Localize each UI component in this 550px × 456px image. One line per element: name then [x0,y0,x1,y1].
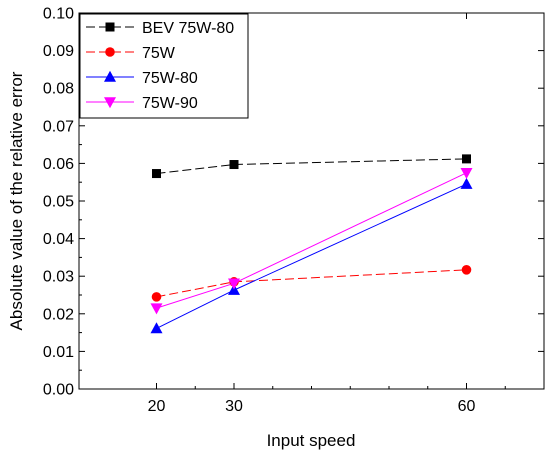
data-point [151,292,162,302]
y-tick-label: 0.04 [43,231,74,248]
y-tick-label: 0.07 [43,118,74,135]
y-tick-label: 0.01 [43,344,74,361]
series-75w [151,265,472,302]
data-point [150,322,163,334]
data-point [152,169,161,179]
y-tick-label: 0.08 [43,81,74,98]
y-tick-label: 0.06 [43,156,74,173]
y-tick-label: 0.02 [43,306,74,323]
legend: BEV 75W-80 75W 75W-80 75W-90 [79,13,249,119]
legend-entry-75w: 75W [86,45,176,62]
data-point [228,278,240,290]
data-point [229,160,239,170]
data-point [460,168,473,179]
axes-layer: 0.00 0.01 0.02 0.03 0.04 0.05 0.06 0.07 0.08 0.09… [43,6,544,415]
series-bev-75w-80 [152,154,471,179]
y-tick-label: 0.00 [43,382,74,399]
x-tick-label: 30 [225,398,243,415]
series-75w-90 [150,168,473,315]
legend-entry-bev-75w-80: BEV 75W-80 [86,20,234,37]
y-tick-label: 0.09 [43,43,74,60]
series-layer [150,154,473,334]
x-axis-title: Input speed [267,431,356,450]
legend-marker [105,47,115,57]
y-axis-title: Absolute value of the relative error [7,71,26,330]
y-tick-label: 0.10 [43,6,74,23]
x-tick-label: 60 [458,398,476,415]
data-point [150,303,163,315]
x-tick-label: 20 [148,398,166,415]
legend-label: BEV 75W-80 [142,20,234,37]
legend-marker [104,70,116,82]
legend-label: 75W-80 [142,70,198,87]
data-point [460,177,473,189]
series-75w-80 [150,177,473,334]
legend-marker [104,97,116,109]
data-point [462,154,471,164]
series-line-bev-75w-80 [156,158,467,175]
y-tick-label: 0.03 [43,269,74,286]
y-tick-label: 0.05 [43,194,74,211]
legend-label: 75W [142,45,176,62]
series-line-75w-80 [156,183,467,329]
legend-entry-75w-90: 75W-90 [86,95,198,112]
data-point [461,265,472,275]
legend-label: 75W-90 [142,95,198,112]
legend-marker [105,22,115,32]
legend-entry-75w-80: 75W-80 [86,70,198,87]
